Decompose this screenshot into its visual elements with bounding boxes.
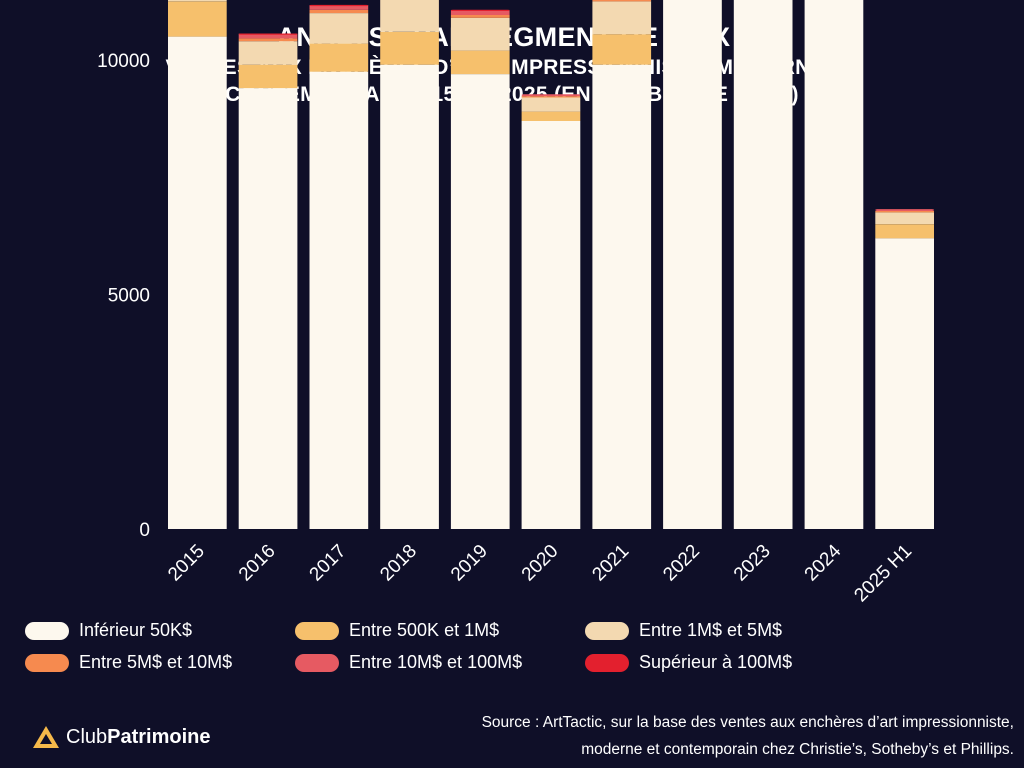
bar-segment-3-0: [380, 64, 439, 529]
bar-stack-9: [804, 0, 864, 530]
bar-segment-1-0: [238, 88, 298, 529]
bar-segment-9-0: [804, 0, 864, 530]
x-tick-label-3: 2018: [376, 541, 421, 586]
bar-segment-6-1: [592, 34, 652, 65]
legend-swatch-5: [585, 653, 629, 672]
bar-segment-6-0: [592, 64, 652, 529]
bar-segment-4-5: [450, 9, 510, 11]
x-axis: 2015 2016 2017 2018 2019 2020 2021 2022 2023 2024…: [164, 540, 916, 606]
legend-label-0: Inférieur 50K$: [79, 620, 193, 640]
x-tick-label-2: 2017: [306, 541, 351, 586]
legend-item-1: Entre 500K et 1M$: [295, 620, 499, 641]
bar-segment-2-5: [309, 4, 369, 7]
legend-swatch-4: [295, 653, 339, 672]
bar-segment-10-1: [875, 224, 934, 239]
bar-segment-10-0: [875, 238, 934, 529]
bar-segment-4-2: [450, 17, 510, 51]
bar-stack-5: [521, 94, 581, 529]
x-tick-label-1: 2016: [235, 541, 280, 586]
logo-text-club: Club: [66, 725, 108, 748]
bar-segment-1-1: [238, 64, 298, 89]
bar-stack-4: [450, 9, 510, 529]
bar-segment-1-5: [238, 33, 298, 35]
legend-label-2: Entre 1M$ et 5M$: [639, 620, 783, 640]
bar-segment-4-1: [450, 50, 510, 75]
bar-segment-5-1: [521, 111, 581, 121]
bar-segment-5-0: [521, 121, 581, 529]
bar-segment-10-4: [875, 209, 934, 211]
bar-segment-5-4: [521, 94, 581, 97]
legend-swatch-0: [25, 621, 69, 640]
bar-segment-8-0: [733, 0, 793, 530]
x-tick-label-0: 2015: [164, 541, 209, 586]
bar-segment-6-3: [592, 0, 652, 2]
y-axis: 050001000015000: [97, 51, 150, 541]
bar-segment-6-2: [592, 1, 652, 35]
legend-item-5: Supérieur à 100M$: [585, 652, 792, 673]
bar-segment-2-3: [309, 9, 369, 14]
bar-segment-1-3: [238, 38, 298, 42]
bar-segment-1-2: [238, 41, 298, 65]
legend-item-2: Entre 1M$ et 5M$: [585, 620, 782, 641]
legend-label-3: Entre 5M$ et 10M$: [79, 652, 233, 672]
bar-segment-2-4: [309, 5, 369, 10]
source-note: Source : ArtTactic, sur la base des vent…: [294, 709, 1014, 763]
club-patrimoine-logo: Club Patrimoine: [32, 725, 211, 749]
bar-segment-0-1: [168, 1, 227, 37]
bar-segment-7-0: [663, 0, 722, 529]
bars-group: [168, 0, 934, 530]
bar-segment-1-4: [238, 33, 298, 39]
bar-stack-6: [592, 0, 652, 529]
bar-segment-0-2: [168, 0, 227, 2]
legend-label-5: Supérieur à 100M$: [639, 652, 793, 672]
y-tick-label-2: 10000: [97, 51, 150, 72]
legend-item-3: Entre 5M$ et 10M$: [25, 652, 232, 673]
x-tick-label-9: 2024: [801, 540, 846, 585]
stacked-bar-chart: 050001000015000 201520162017201820192020…: [97, 0, 934, 606]
logo-text-patrimoine: Patrimoine: [107, 725, 211, 748]
legend-label-4: Entre 10M$ et 100M$: [349, 652, 523, 672]
x-tick-label-8: 2023: [730, 541, 775, 586]
bar-segment-10-2: [875, 212, 934, 225]
bar-segment-2-0: [309, 71, 369, 529]
legend-item-4: Entre 10M$ et 100M$: [295, 652, 522, 673]
bar-stack-7: [663, 0, 722, 529]
bar-segment-2-2: [309, 13, 369, 44]
x-tick-label-4: 2019: [447, 541, 492, 586]
legend-swatch-1: [295, 621, 339, 640]
x-tick-label-5: 2020: [518, 541, 563, 586]
x-tick-label-6: 2021: [588, 541, 633, 586]
y-tick-label-0: 0: [139, 520, 150, 541]
bar-segment-2-1: [309, 43, 369, 72]
bar-segment-10-3: [875, 211, 934, 213]
bar-stack-2: [309, 4, 369, 529]
legend-swatch-3: [25, 653, 69, 672]
source-line2: moderne et contemporain chez Christie’s,…: [581, 741, 1014, 758]
source-line1: Source : ArtTactic, sur la base des vent…: [481, 714, 1014, 731]
bar-segment-3-1: [380, 31, 439, 65]
legend-swatch-2: [585, 621, 629, 640]
x-tick-label-10: 2025 H1: [850, 541, 916, 607]
y-tick-label-1: 5000: [108, 286, 150, 307]
bar-segment-4-4: [450, 10, 510, 15]
bar-segment-5-2: [521, 97, 581, 112]
bar-segment-5-3: [521, 96, 581, 98]
bar-stack-10: [875, 209, 934, 529]
bar-stack-3: [380, 0, 439, 529]
bar-segment-4-3: [450, 15, 510, 18]
triangle-logo-icon: [33, 726, 59, 748]
bar-stack-1: [238, 33, 298, 529]
legend-label-1: Entre 500K et 1M$: [349, 620, 500, 640]
bar-segment-4-0: [450, 74, 510, 529]
bar-segment-3-2: [380, 0, 439, 32]
x-tick-label-7: 2022: [659, 541, 704, 586]
legend-item-0: Inférieur 50K$: [25, 620, 192, 641]
bar-segment-0-0: [168, 36, 227, 529]
bar-stack-8: [733, 0, 793, 530]
bar-stack-0: [168, 0, 227, 529]
chart-subtitle-line2: CONTEMPORAIN 2015–S1 2025 (EN NOMBRE DE …: [225, 83, 799, 106]
